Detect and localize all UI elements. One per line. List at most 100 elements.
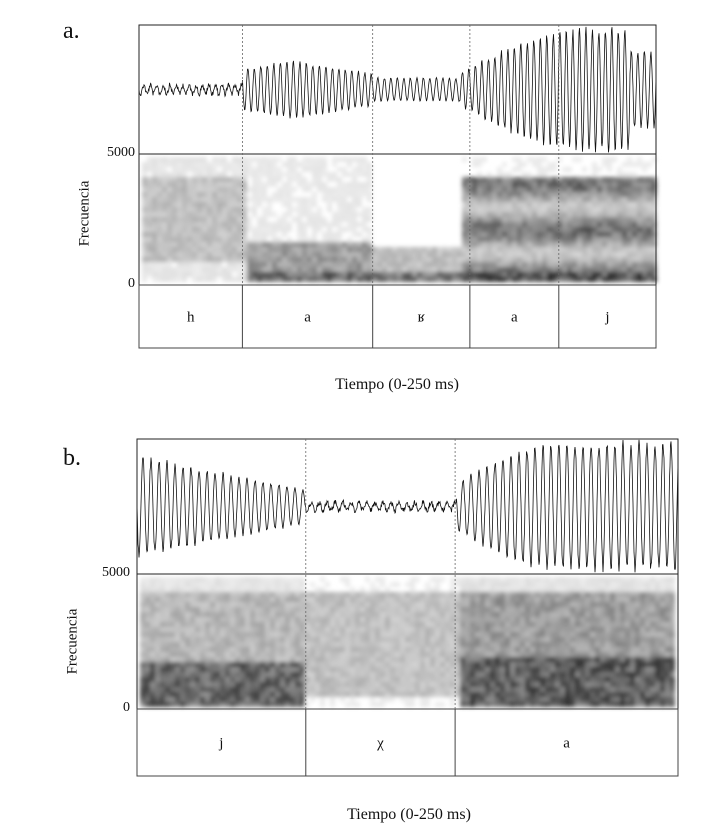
spectrogram-cell [202, 187, 207, 192]
spectrogram-cell [285, 602, 290, 607]
spectrogram-cell [635, 637, 640, 642]
spectrogram-cell [530, 682, 535, 687]
spectrogram-cell [367, 227, 372, 232]
spectrogram-cell [325, 652, 330, 657]
spectrogram-cell [172, 277, 177, 282]
spectrogram-cell [470, 697, 475, 702]
spectrogram-cell [582, 167, 587, 172]
spectrogram-cell [565, 612, 570, 617]
spectrogram-cell [262, 232, 267, 237]
spectrogram-cell [440, 607, 445, 612]
spectrogram-cell [670, 597, 675, 602]
spectrogram-cell [537, 267, 542, 272]
spectrogram-cell [260, 587, 265, 592]
spectrogram-cell [665, 602, 670, 607]
spectrogram-cell [435, 577, 440, 582]
spectrogram-cell [557, 177, 562, 182]
spectrogram-cell [355, 652, 360, 657]
spectrogram-cell [515, 662, 520, 667]
spectrogram-cell [322, 182, 327, 187]
spectrogram-cell [472, 177, 477, 182]
spectrogram-cell [310, 677, 315, 682]
spectrogram-cell [247, 157, 252, 162]
spectrogram-cell [502, 272, 507, 277]
spectrogram-cell [195, 697, 200, 702]
spectrogram-cell [652, 262, 657, 267]
spectrogram-cell [172, 222, 177, 227]
spectrogram-cell [155, 637, 160, 642]
spectrogram-cell [255, 687, 260, 692]
spectrogram-cell [455, 592, 460, 597]
spectrogram-cell [300, 622, 305, 627]
spectrogram-cell [525, 622, 530, 627]
spectrogram-cell [547, 277, 552, 282]
spectrogram-cell [507, 207, 512, 212]
spectrogram-cell [632, 197, 637, 202]
spectrogram-cell [385, 697, 390, 702]
spectrogram-cell [375, 617, 380, 622]
spectrogram-cell [275, 592, 280, 597]
spectrogram-cell [485, 582, 490, 587]
spectrogram-cell [180, 627, 185, 632]
spectrogram-cell [252, 172, 257, 177]
spectrogram-cell [355, 687, 360, 692]
spectrogram-cell [520, 677, 525, 682]
spectrogram-cell [187, 222, 192, 227]
spectrogram-cell [307, 247, 312, 252]
spectrogram-cell [445, 637, 450, 642]
spectrogram-cell [307, 182, 312, 187]
spectrogram-cell [180, 582, 185, 587]
spectrogram-cell [652, 272, 657, 277]
segment-label: a [304, 310, 311, 326]
spectrogram-cell [427, 262, 432, 267]
spectrogram-cell [515, 647, 520, 652]
spectrogram-cell [142, 252, 147, 257]
spectrogram-cell [625, 617, 630, 622]
spectrogram-cell [347, 207, 352, 212]
spectrogram-cell [455, 597, 460, 602]
spectrogram-cell [230, 627, 235, 632]
spectrogram-cell [287, 202, 292, 207]
spectrogram-cell [327, 242, 332, 247]
spectrogram-cell [150, 607, 155, 612]
spectrogram-cell [157, 202, 162, 207]
spectrogram-cell [370, 622, 375, 627]
spectrogram-cell [217, 162, 222, 167]
spectrogram-cell [182, 157, 187, 162]
spectrogram-cell [575, 692, 580, 697]
spectrogram-cell [300, 647, 305, 652]
spectrogram-cell [187, 182, 192, 187]
spectrogram-cell [585, 622, 590, 627]
spectrogram-cell [290, 582, 295, 587]
spectrogram-cell [210, 577, 215, 582]
spectrogram-cell [290, 637, 295, 642]
spectrogram-cell [632, 232, 637, 237]
spectrogram-cell [540, 617, 545, 622]
spectrogram-cell [660, 682, 665, 687]
spectrogram-cell [507, 202, 512, 207]
spectrogram-cell [315, 652, 320, 657]
spectrogram-cell [237, 217, 242, 222]
spectrogram-cell [260, 597, 265, 602]
spectrogram-cell [497, 272, 502, 277]
spectrogram-cell [275, 672, 280, 677]
panel-b-ytick-bottom: 0 [123, 700, 130, 715]
spectrogram-cell [225, 647, 230, 652]
spectrogram-cell [560, 637, 565, 642]
spectrogram-cell [495, 627, 500, 632]
spectrogram-cell [527, 217, 532, 222]
spectrogram-cell [482, 187, 487, 192]
spectrogram-cell [225, 642, 230, 647]
spectrogram-cell [400, 682, 405, 687]
spectrogram-cell [180, 647, 185, 652]
spectrogram-cell [630, 607, 635, 612]
spectrogram-cell [367, 162, 372, 167]
spectrogram-cell [375, 592, 380, 597]
spectrogram-cell [537, 187, 542, 192]
spectrogram-cell [150, 592, 155, 597]
spectrogram-cell [230, 637, 235, 642]
spectrogram-cell [155, 642, 160, 647]
spectrogram-cell [360, 617, 365, 622]
spectrogram-cell [370, 667, 375, 672]
spectrogram-cell [665, 612, 670, 617]
